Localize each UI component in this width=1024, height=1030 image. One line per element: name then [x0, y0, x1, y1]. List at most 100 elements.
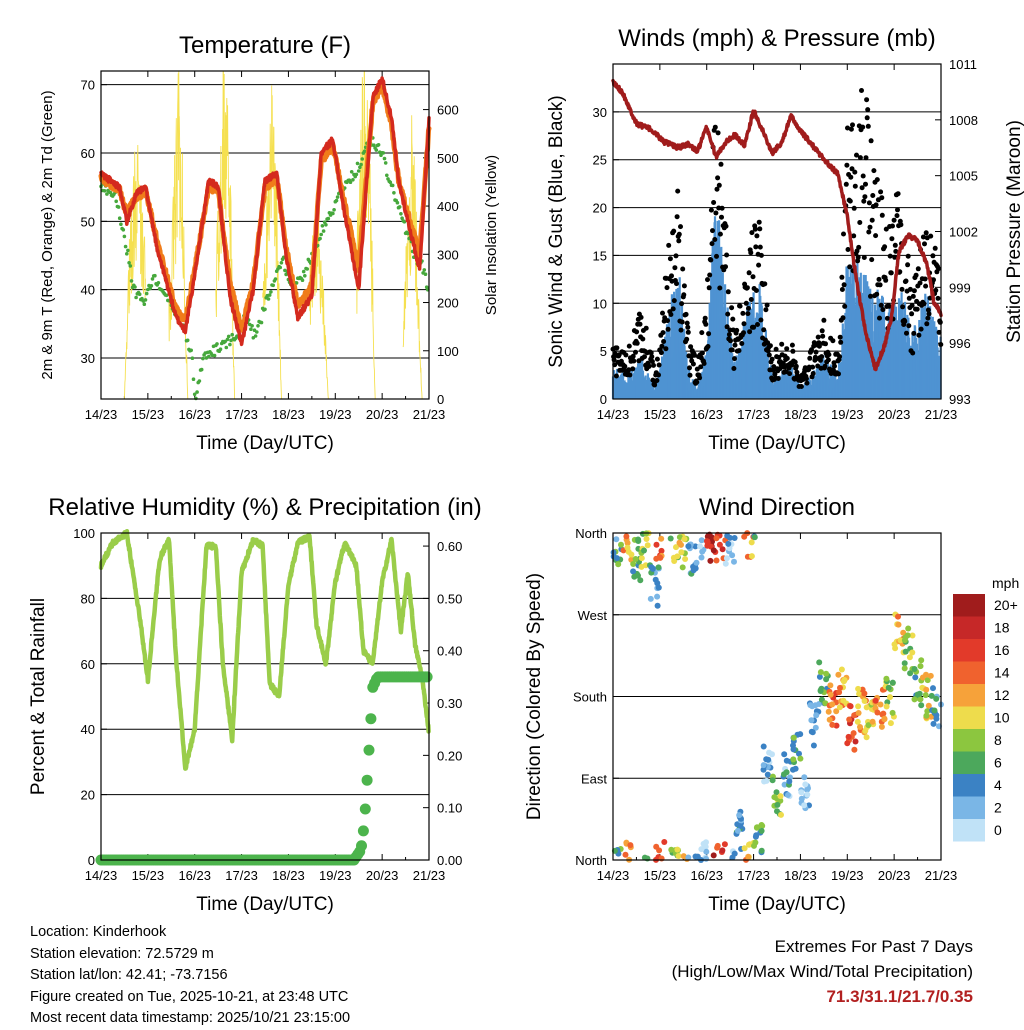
direction-point: [778, 811, 784, 818]
dewpoint-point: [185, 338, 190, 343]
plot-border: [612, 63, 942, 400]
x-tick-label: 18/23: [784, 868, 817, 883]
gust-point: [710, 228, 715, 234]
dewpoint-point: [267, 293, 272, 297]
y-axis-label: Sonic Wind & Gust (Blue, Black): [546, 95, 567, 367]
direction-point: [692, 543, 699, 550]
gust-point: [935, 295, 941, 301]
x-tick-label: 17/23: [225, 868, 258, 883]
direction-point: [909, 649, 916, 656]
legend-swatch: [953, 774, 985, 797]
gust-point: [926, 311, 932, 317]
gust-point: [679, 301, 685, 307]
gust-point: [758, 317, 764, 323]
dewpoint-point: [332, 208, 336, 212]
x-tick-label: 19/23: [319, 407, 352, 422]
gust-point: [675, 188, 681, 194]
dewpoint-point: [382, 156, 387, 161]
direction-point: [641, 854, 648, 861]
gust-point: [679, 319, 685, 325]
gust-point: [714, 253, 719, 259]
dewpoint-point: [259, 320, 264, 325]
direction-point: [656, 554, 663, 561]
dewpoint-point: [195, 390, 199, 394]
gust-point: [877, 315, 882, 321]
direction-point: [835, 671, 842, 678]
direction-point: [816, 673, 823, 680]
dewpoint-point: [381, 151, 386, 155]
gust-point: [699, 330, 705, 336]
x-tick-label: 19/23: [831, 407, 864, 422]
direction-point: [816, 701, 822, 707]
gust-point: [880, 307, 886, 313]
y2-tick-label: 500: [437, 151, 459, 166]
direction-point: [786, 778, 793, 785]
x-tick-label: 16/23: [178, 407, 211, 422]
dewpoint-point: [383, 161, 388, 165]
rh-series: [98, 528, 431, 771]
gust-point: [687, 372, 693, 378]
gust-point: [627, 372, 633, 378]
direction-point: [658, 535, 665, 542]
precip-point: [356, 840, 367, 852]
gust-point: [857, 220, 863, 225]
dewpoint-point: [108, 190, 113, 195]
dewpoint-point: [114, 199, 118, 204]
dewpoint-point: [400, 216, 404, 220]
y-tick-label: 40: [81, 722, 95, 737]
gust-point: [651, 362, 656, 368]
direction-point: [927, 672, 934, 679]
gust-point: [754, 233, 760, 239]
gust-point: [723, 223, 729, 229]
gust-point: [705, 344, 711, 349]
dewpoint-point: [133, 285, 137, 289]
dewpoint-point: [127, 261, 131, 265]
gust-point: [902, 318, 908, 324]
dewpoint-point: [392, 191, 396, 195]
gust-point: [852, 183, 858, 189]
gust-point: [712, 124, 718, 130]
gust-point: [883, 277, 889, 283]
direction-point: [707, 557, 714, 564]
gust-point: [746, 305, 751, 311]
direction-point: [781, 781, 788, 788]
gust-point: [877, 282, 883, 288]
gust-point: [683, 311, 689, 317]
gust-point: [661, 339, 667, 344]
gust-point: [822, 363, 828, 369]
gust-point: [732, 342, 738, 348]
gust-point: [809, 347, 814, 353]
gust-point: [743, 300, 749, 306]
gust-point: [924, 321, 930, 327]
gust-point: [763, 307, 769, 313]
dewpoint-point: [230, 332, 234, 337]
gust-point: [842, 303, 848, 309]
gust-point: [649, 359, 655, 364]
gust-point: [703, 321, 709, 327]
direction-point: [878, 723, 885, 730]
chart-wind_direction: Wind DirectionNorthEastSouthWestNorth14/…: [524, 494, 957, 915]
gust-point: [867, 224, 873, 230]
gust-point: [634, 329, 640, 335]
legend-label: 18: [994, 620, 1010, 636]
recent-timestamp: Most recent data timestamp: 2025/10/21 2…: [30, 1010, 351, 1026]
gust-point: [915, 266, 921, 272]
chart-humidity: Relative Humidity (%) & Precipitation (i…: [28, 494, 482, 915]
gust-point: [678, 224, 683, 230]
direction-point: [887, 694, 893, 701]
dewpoint-point: [225, 337, 230, 342]
x-tick-label: 15/23: [132, 407, 165, 422]
gust-point: [787, 371, 793, 377]
gust-point: [860, 124, 866, 130]
dewpoint-point: [123, 244, 128, 249]
y-tick-label: 80: [81, 591, 95, 606]
direction-point: [700, 840, 707, 847]
gust-point: [793, 363, 799, 369]
direction-point: [826, 716, 833, 723]
solar-trace: [122, 144, 146, 400]
direction-point: [678, 541, 684, 548]
gust-point: [848, 126, 854, 132]
gust-point: [910, 350, 916, 356]
gust-point: [669, 273, 674, 279]
direction-point: [682, 556, 689, 562]
